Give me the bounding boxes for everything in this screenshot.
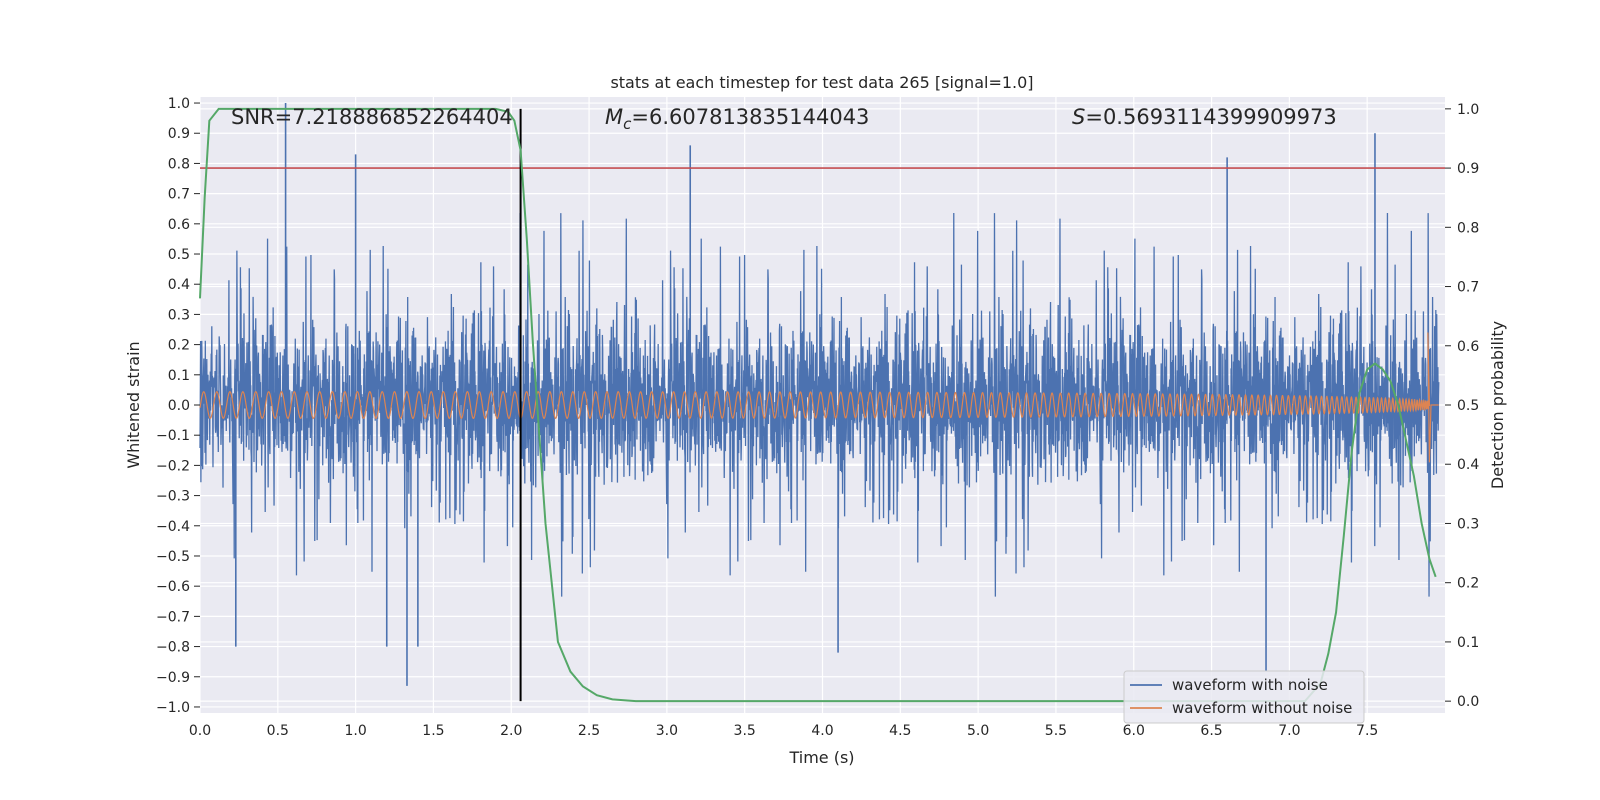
- y2-tick-label: 0.7: [1457, 280, 1479, 296]
- y-tick-label: −0.4: [156, 519, 190, 535]
- y-tick-label: −1.0: [156, 700, 190, 716]
- series-layer: [199, 103, 1445, 703]
- snr-annotation: SNR=7.218886852264404: [231, 105, 513, 129]
- y-tick-label: 0.2: [168, 338, 190, 354]
- legend: waveform with noise waveform without noi…: [1123, 670, 1365, 724]
- legend-label-noise: waveform with noise: [1172, 676, 1328, 694]
- y-tick-label: −0.2: [156, 458, 190, 474]
- y2-tick-label: 0.5: [1457, 398, 1479, 414]
- x-tick-label: 7.0: [1278, 723, 1300, 739]
- x-tick-label: 7.5: [1356, 723, 1378, 739]
- x-tick-label: 3.0: [656, 723, 678, 739]
- x-tick-label: 4.0: [811, 723, 833, 739]
- y2-tick-label: 0.4: [1457, 457, 1479, 473]
- y-tick-label: 0.3: [168, 307, 190, 323]
- y2-tick-label: 0.6: [1457, 339, 1479, 355]
- y-tick-label: −0.7: [156, 609, 190, 625]
- legend-label-clean: waveform without noise: [1172, 699, 1352, 717]
- y-tick-label: 0.1: [168, 368, 190, 384]
- x-tick-label: 0.5: [267, 723, 289, 739]
- x-tick-label: 1.5: [422, 723, 444, 739]
- y-axis-title: Whitened strain: [124, 341, 143, 468]
- y-tick-label: 0.5: [168, 247, 190, 263]
- s-symbol: S: [1072, 105, 1085, 129]
- y-tick-label: 0.7: [168, 187, 190, 203]
- x-tick-label: 6.5: [1200, 723, 1222, 739]
- x-axis-title: Time (s): [788, 748, 854, 767]
- chart-title: stats at each timestep for test data 265…: [610, 73, 1033, 92]
- y-tick-label: −0.3: [156, 489, 190, 505]
- y2-tick-label: 0.8: [1457, 220, 1479, 236]
- y2-axis-title: Detection probability: [1488, 321, 1507, 489]
- s-value: =0.5693114399909973: [1085, 105, 1336, 129]
- x-tick-label: 2.5: [578, 723, 600, 739]
- series-waveform-with-noise: [199, 213, 1440, 597]
- legend-box: [1123, 670, 1365, 724]
- chirp-mass-value: =6.607813835144043: [631, 105, 869, 129]
- s-annotation: S=0.5693114399909973: [1072, 105, 1337, 129]
- y2-tick-label: 0.3: [1457, 516, 1479, 532]
- series-detection-probability: [199, 107, 1437, 703]
- y-tick-label: −0.1: [156, 428, 190, 444]
- y-tick-label: −0.6: [156, 579, 190, 595]
- chirp-mass-subscript: c: [623, 115, 632, 133]
- y-tick-label: 1.0: [168, 96, 190, 112]
- y2-tick-label: 0.0: [1457, 694, 1479, 710]
- y-tick-label: −0.5: [156, 549, 190, 565]
- y-tick-label: −0.8: [156, 640, 190, 656]
- x-tick-label: 4.5: [889, 723, 911, 739]
- axes-layer: 0.0 0.5 1.0 1.5 2.0 2.5 3.0 3.5 4.0 4.5 5.0 5.5 6.0 6…: [156, 96, 1479, 739]
- y2-tick-label: 0.2: [1457, 576, 1479, 592]
- y-tick-label: 0.6: [168, 217, 190, 233]
- series-waveform-without-noise: [199, 332, 1439, 463]
- y-tick-label: 0.0: [168, 398, 190, 414]
- x-tick-label: 0.0: [189, 723, 211, 739]
- chirp-mass-annotation: Mc=6.607813835144043: [605, 105, 869, 133]
- x-tick-label: 1.0: [344, 723, 366, 739]
- y-tick-label: −0.9: [156, 670, 190, 686]
- chirp-mass-symbol: M: [605, 105, 623, 129]
- y2-tick-label: 1.0: [1457, 102, 1479, 118]
- y2-tick-label: 0.9: [1457, 161, 1479, 177]
- x-tick-label: 5.5: [1045, 723, 1067, 739]
- y2-tick-label: 0.1: [1457, 635, 1479, 651]
- x-tick-label: 5.0: [967, 723, 989, 739]
- y-tick-label: 0.9: [168, 126, 190, 142]
- y-tick-label: 0.4: [168, 277, 190, 293]
- x-tick-label: 6.0: [1123, 723, 1145, 739]
- y-tick-label: 0.8: [168, 156, 190, 172]
- x-tick-label: 3.5: [734, 723, 756, 739]
- x-tick-label: 2.0: [500, 723, 522, 739]
